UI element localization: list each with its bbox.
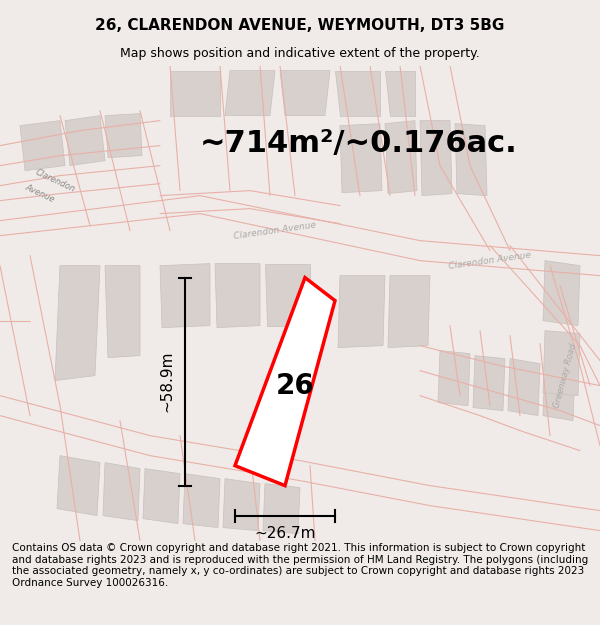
Text: Avenue: Avenue bbox=[24, 183, 56, 204]
Polygon shape bbox=[335, 71, 380, 116]
Polygon shape bbox=[543, 261, 580, 326]
Polygon shape bbox=[508, 359, 540, 416]
Polygon shape bbox=[338, 276, 385, 348]
Polygon shape bbox=[215, 264, 260, 328]
Polygon shape bbox=[543, 331, 580, 396]
Polygon shape bbox=[473, 356, 505, 411]
Polygon shape bbox=[183, 474, 220, 528]
Polygon shape bbox=[385, 71, 415, 116]
Text: 26, CLARENDON AVENUE, WEYMOUTH, DT3 5BG: 26, CLARENDON AVENUE, WEYMOUTH, DT3 5BG bbox=[95, 18, 505, 33]
Polygon shape bbox=[543, 364, 575, 421]
Polygon shape bbox=[170, 71, 220, 116]
Polygon shape bbox=[265, 264, 310, 326]
Polygon shape bbox=[385, 121, 417, 194]
Text: Clarendon Avenue: Clarendon Avenue bbox=[448, 251, 532, 271]
Polygon shape bbox=[455, 124, 487, 196]
Polygon shape bbox=[55, 266, 100, 381]
Text: ~714m²/~0.176ac.: ~714m²/~0.176ac. bbox=[200, 129, 518, 158]
Text: 26: 26 bbox=[275, 372, 314, 399]
Polygon shape bbox=[438, 351, 470, 406]
Polygon shape bbox=[105, 114, 142, 158]
Polygon shape bbox=[263, 484, 300, 534]
Polygon shape bbox=[280, 71, 330, 116]
Text: Map shows position and indicative extent of the property.: Map shows position and indicative extent… bbox=[120, 48, 480, 60]
Text: Clarendon: Clarendon bbox=[34, 168, 76, 194]
Polygon shape bbox=[340, 124, 382, 192]
Polygon shape bbox=[20, 121, 65, 171]
Polygon shape bbox=[103, 462, 140, 521]
Text: ~58.9m: ~58.9m bbox=[160, 351, 175, 413]
Text: ~26.7m: ~26.7m bbox=[254, 526, 316, 541]
Text: Contains OS data © Crown copyright and database right 2021. This information is : Contains OS data © Crown copyright and d… bbox=[12, 543, 588, 588]
Text: Clarendon Avenue: Clarendon Avenue bbox=[233, 221, 317, 241]
Polygon shape bbox=[235, 278, 335, 486]
Polygon shape bbox=[57, 456, 100, 516]
Polygon shape bbox=[388, 276, 430, 348]
Polygon shape bbox=[105, 266, 140, 358]
Polygon shape bbox=[65, 116, 105, 166]
Polygon shape bbox=[420, 121, 452, 196]
Polygon shape bbox=[223, 479, 260, 531]
Polygon shape bbox=[143, 469, 180, 524]
Polygon shape bbox=[225, 71, 275, 116]
Text: Greenway Road: Greenway Road bbox=[552, 342, 578, 409]
Polygon shape bbox=[160, 264, 210, 328]
